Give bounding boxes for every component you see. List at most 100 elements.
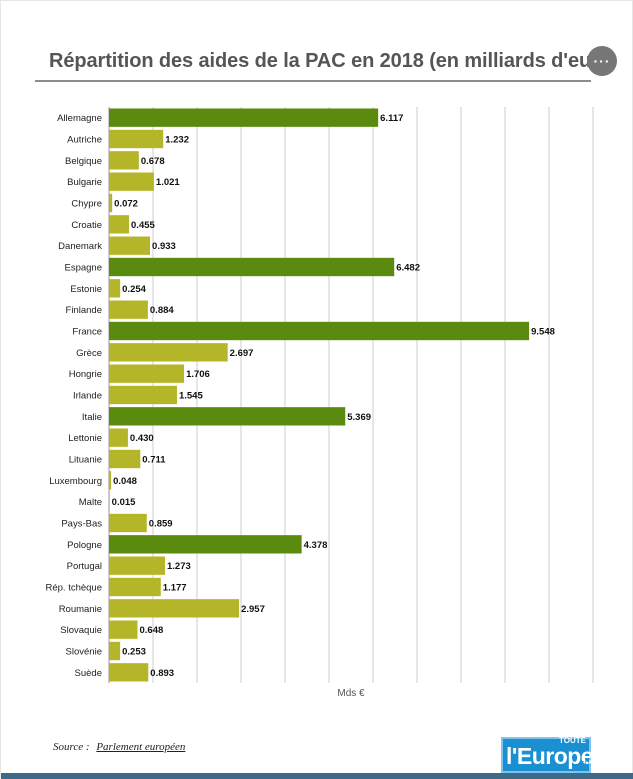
value-label: 0.933	[152, 241, 176, 252]
category-label: Slovaquie	[60, 625, 102, 636]
category-label: Estonie	[70, 284, 102, 295]
bar[interactable]	[109, 279, 121, 298]
bar[interactable]	[109, 385, 177, 405]
value-label: 5.369	[347, 412, 371, 423]
category-label: Bulgarie	[67, 177, 102, 188]
value-label: 6.482	[396, 263, 420, 274]
bar[interactable]	[109, 193, 113, 213]
bar[interactable]	[109, 407, 346, 426]
category-label: Suède	[75, 668, 102, 679]
bar[interactable]	[109, 236, 151, 255]
value-label: 1.273	[167, 561, 191, 572]
value-label: 0.253	[122, 647, 146, 658]
source-note: Source : Parlement européen	[53, 741, 185, 753]
bar[interactable]	[109, 108, 379, 127]
bar[interactable]	[109, 641, 121, 661]
value-label: 9.548	[531, 327, 555, 338]
source-prefix: Source :	[53, 741, 90, 753]
value-label: 4.378	[304, 540, 328, 551]
bar[interactable]	[109, 513, 147, 533]
category-label: Chypre	[71, 199, 102, 210]
category-label: France	[72, 327, 102, 338]
value-label: 0.048	[113, 476, 137, 487]
bar[interactable]	[109, 599, 240, 618]
value-label: 1.545	[179, 391, 203, 402]
bar[interactable]	[109, 577, 161, 597]
category-label: Finlande	[66, 305, 102, 316]
category-label: Irlande	[73, 391, 102, 402]
category-label: Hongrie	[69, 369, 102, 380]
value-label: 0.678	[141, 156, 165, 167]
category-labels: Allemagne Autriche Belgique Bulgarie Chypre C…	[45, 113, 102, 679]
value-label: 0.884	[150, 305, 174, 316]
more-options-button[interactable]: ···	[587, 46, 617, 76]
category-label: Italie	[82, 412, 102, 423]
logo-box	[501, 737, 591, 773]
category-label: Belgique	[65, 156, 102, 167]
value-label: 0.072	[114, 199, 138, 210]
value-label: 1.021	[156, 177, 180, 188]
bar[interactable]	[109, 343, 228, 362]
bar[interactable]	[109, 535, 302, 554]
category-label: Autriche	[67, 135, 102, 146]
category-label: Pays-Bas	[61, 519, 102, 530]
bar[interactable]	[109, 364, 185, 383]
value-label: 0.455	[131, 220, 155, 231]
logo-small-text: TOUTE	[559, 736, 586, 745]
bar[interactable]	[109, 620, 138, 639]
value-label: 2.697	[230, 348, 254, 359]
value-label: 2.957	[241, 604, 265, 615]
value-label: 0.859	[149, 519, 173, 530]
source-link[interactable]: Parlement européen	[96, 741, 186, 753]
category-label: Malte	[79, 497, 102, 508]
bars	[109, 108, 530, 682]
value-label: 0.648	[140, 625, 164, 636]
bar[interactable]	[109, 492, 110, 511]
value-label: 1.232	[165, 135, 189, 146]
bar[interactable]	[109, 449, 141, 469]
category-label: Lettonie	[68, 433, 102, 444]
value-label: 0.254	[122, 284, 146, 295]
gridlines	[108, 107, 594, 683]
toutleurope-logo[interactable]: TOUTE l'Europe .EU	[501, 736, 594, 773]
category-label: Grèce	[76, 348, 102, 359]
bar[interactable]	[109, 471, 112, 490]
category-label: Croatie	[71, 220, 102, 231]
bottom-bar	[1, 773, 633, 779]
title-divider	[35, 80, 591, 82]
category-label: Rép. tchèque	[45, 583, 102, 594]
category-label: Slovénie	[66, 647, 102, 658]
bar[interactable]	[109, 321, 530, 341]
value-label: 1.177	[163, 583, 187, 594]
category-label: Portugal	[67, 561, 102, 572]
category-label: Pologne	[67, 540, 102, 551]
category-label: Allemagne	[57, 113, 102, 124]
value-label: 0.430	[130, 433, 154, 444]
bar[interactable]	[109, 556, 166, 575]
bar[interactable]	[109, 151, 139, 170]
category-label: Espagne	[64, 263, 102, 274]
category-label: Danemark	[58, 241, 102, 252]
value-label: 6.117	[380, 113, 403, 124]
bar[interactable]	[109, 300, 148, 319]
value-label: 0.015	[112, 497, 136, 508]
x-axis-label: Mds €	[337, 688, 365, 699]
chart-title: Répartition des aides de la PAC en 2018 …	[49, 50, 594, 72]
value-label: 0.893	[150, 668, 174, 679]
category-label: Luxembourg	[49, 476, 102, 487]
bar[interactable]	[109, 663, 149, 682]
logo-main-text: l'Europe	[506, 743, 594, 769]
logo-eu-text: .EU	[578, 761, 590, 768]
bar[interactable]	[109, 257, 395, 277]
bar[interactable]	[109, 215, 130, 234]
value-label: 1.706	[186, 369, 210, 380]
bar[interactable]	[109, 428, 128, 447]
value-label: 0.711	[142, 455, 166, 466]
category-label: Lituanie	[69, 455, 102, 466]
category-label: Roumanie	[59, 604, 102, 615]
bar[interactable]	[109, 129, 164, 149]
bar[interactable]	[109, 172, 154, 191]
